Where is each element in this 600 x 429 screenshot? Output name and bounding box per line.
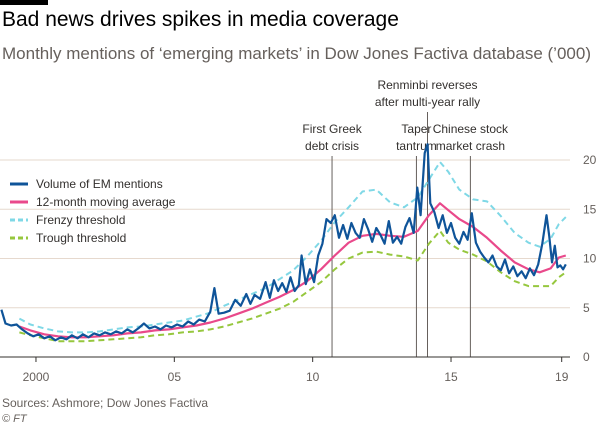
- x-tick-label-15: 15: [444, 370, 458, 384]
- annotation-label-4-1: Chinese stock: [433, 122, 509, 136]
- legend-label-2: 12-month moving average: [36, 195, 176, 209]
- annotation-label-3-2: after multi-year rally: [375, 95, 480, 109]
- ft-credit: © FT: [2, 413, 27, 425]
- x-tick-label-05: 05: [168, 370, 182, 384]
- series-line-trough: [19, 229, 567, 343]
- annotation-label-2-2: tantrum: [396, 139, 437, 153]
- x-tick-label-2000: 2000: [23, 370, 50, 384]
- source-note: Sources: Ashmore; Dow Jones Factiva: [2, 396, 209, 410]
- brand-bar: [0, 0, 48, 5]
- series: [0, 143, 567, 343]
- annotation-label-2-1: Taper: [401, 122, 431, 136]
- legend-label-4: Trough threshold: [36, 231, 126, 245]
- legend-label-3: Frenzy threshold: [36, 213, 125, 227]
- y-tick-label-0: 0: [583, 350, 590, 364]
- legend: Volume of EM mentions 12-month moving ave…: [10, 177, 176, 245]
- annotations: First Greek debt crisis Taper tantrum Renmin…: [302, 78, 509, 357]
- grid: [0, 159, 570, 309]
- y-tick-label-20: 20: [583, 153, 597, 167]
- series-line-volume: [0, 143, 567, 342]
- chart-title: Bad news drives spikes in media coverage: [2, 8, 399, 31]
- x-tick-label-19: 19: [555, 370, 569, 384]
- x-tick-label-10: 10: [306, 370, 320, 384]
- y-tick-label-5: 5: [583, 301, 590, 315]
- y-tick-label-10: 10: [583, 252, 597, 266]
- y-tick-label-15: 15: [583, 202, 597, 216]
- legend-label-1: Volume of EM mentions: [36, 177, 163, 191]
- series-line-frenzy: [18, 161, 567, 334]
- chart-subtitle: Monthly mentions of ‘emerging markets’ i…: [2, 44, 591, 63]
- annotation-label-1-2: debt crisis: [305, 139, 359, 153]
- annotation-label-3-1: Renminbi reverses: [377, 78, 477, 92]
- annotation-label-1-1: First Greek: [302, 122, 362, 136]
- annotation-label-4-2: market crash: [436, 139, 505, 153]
